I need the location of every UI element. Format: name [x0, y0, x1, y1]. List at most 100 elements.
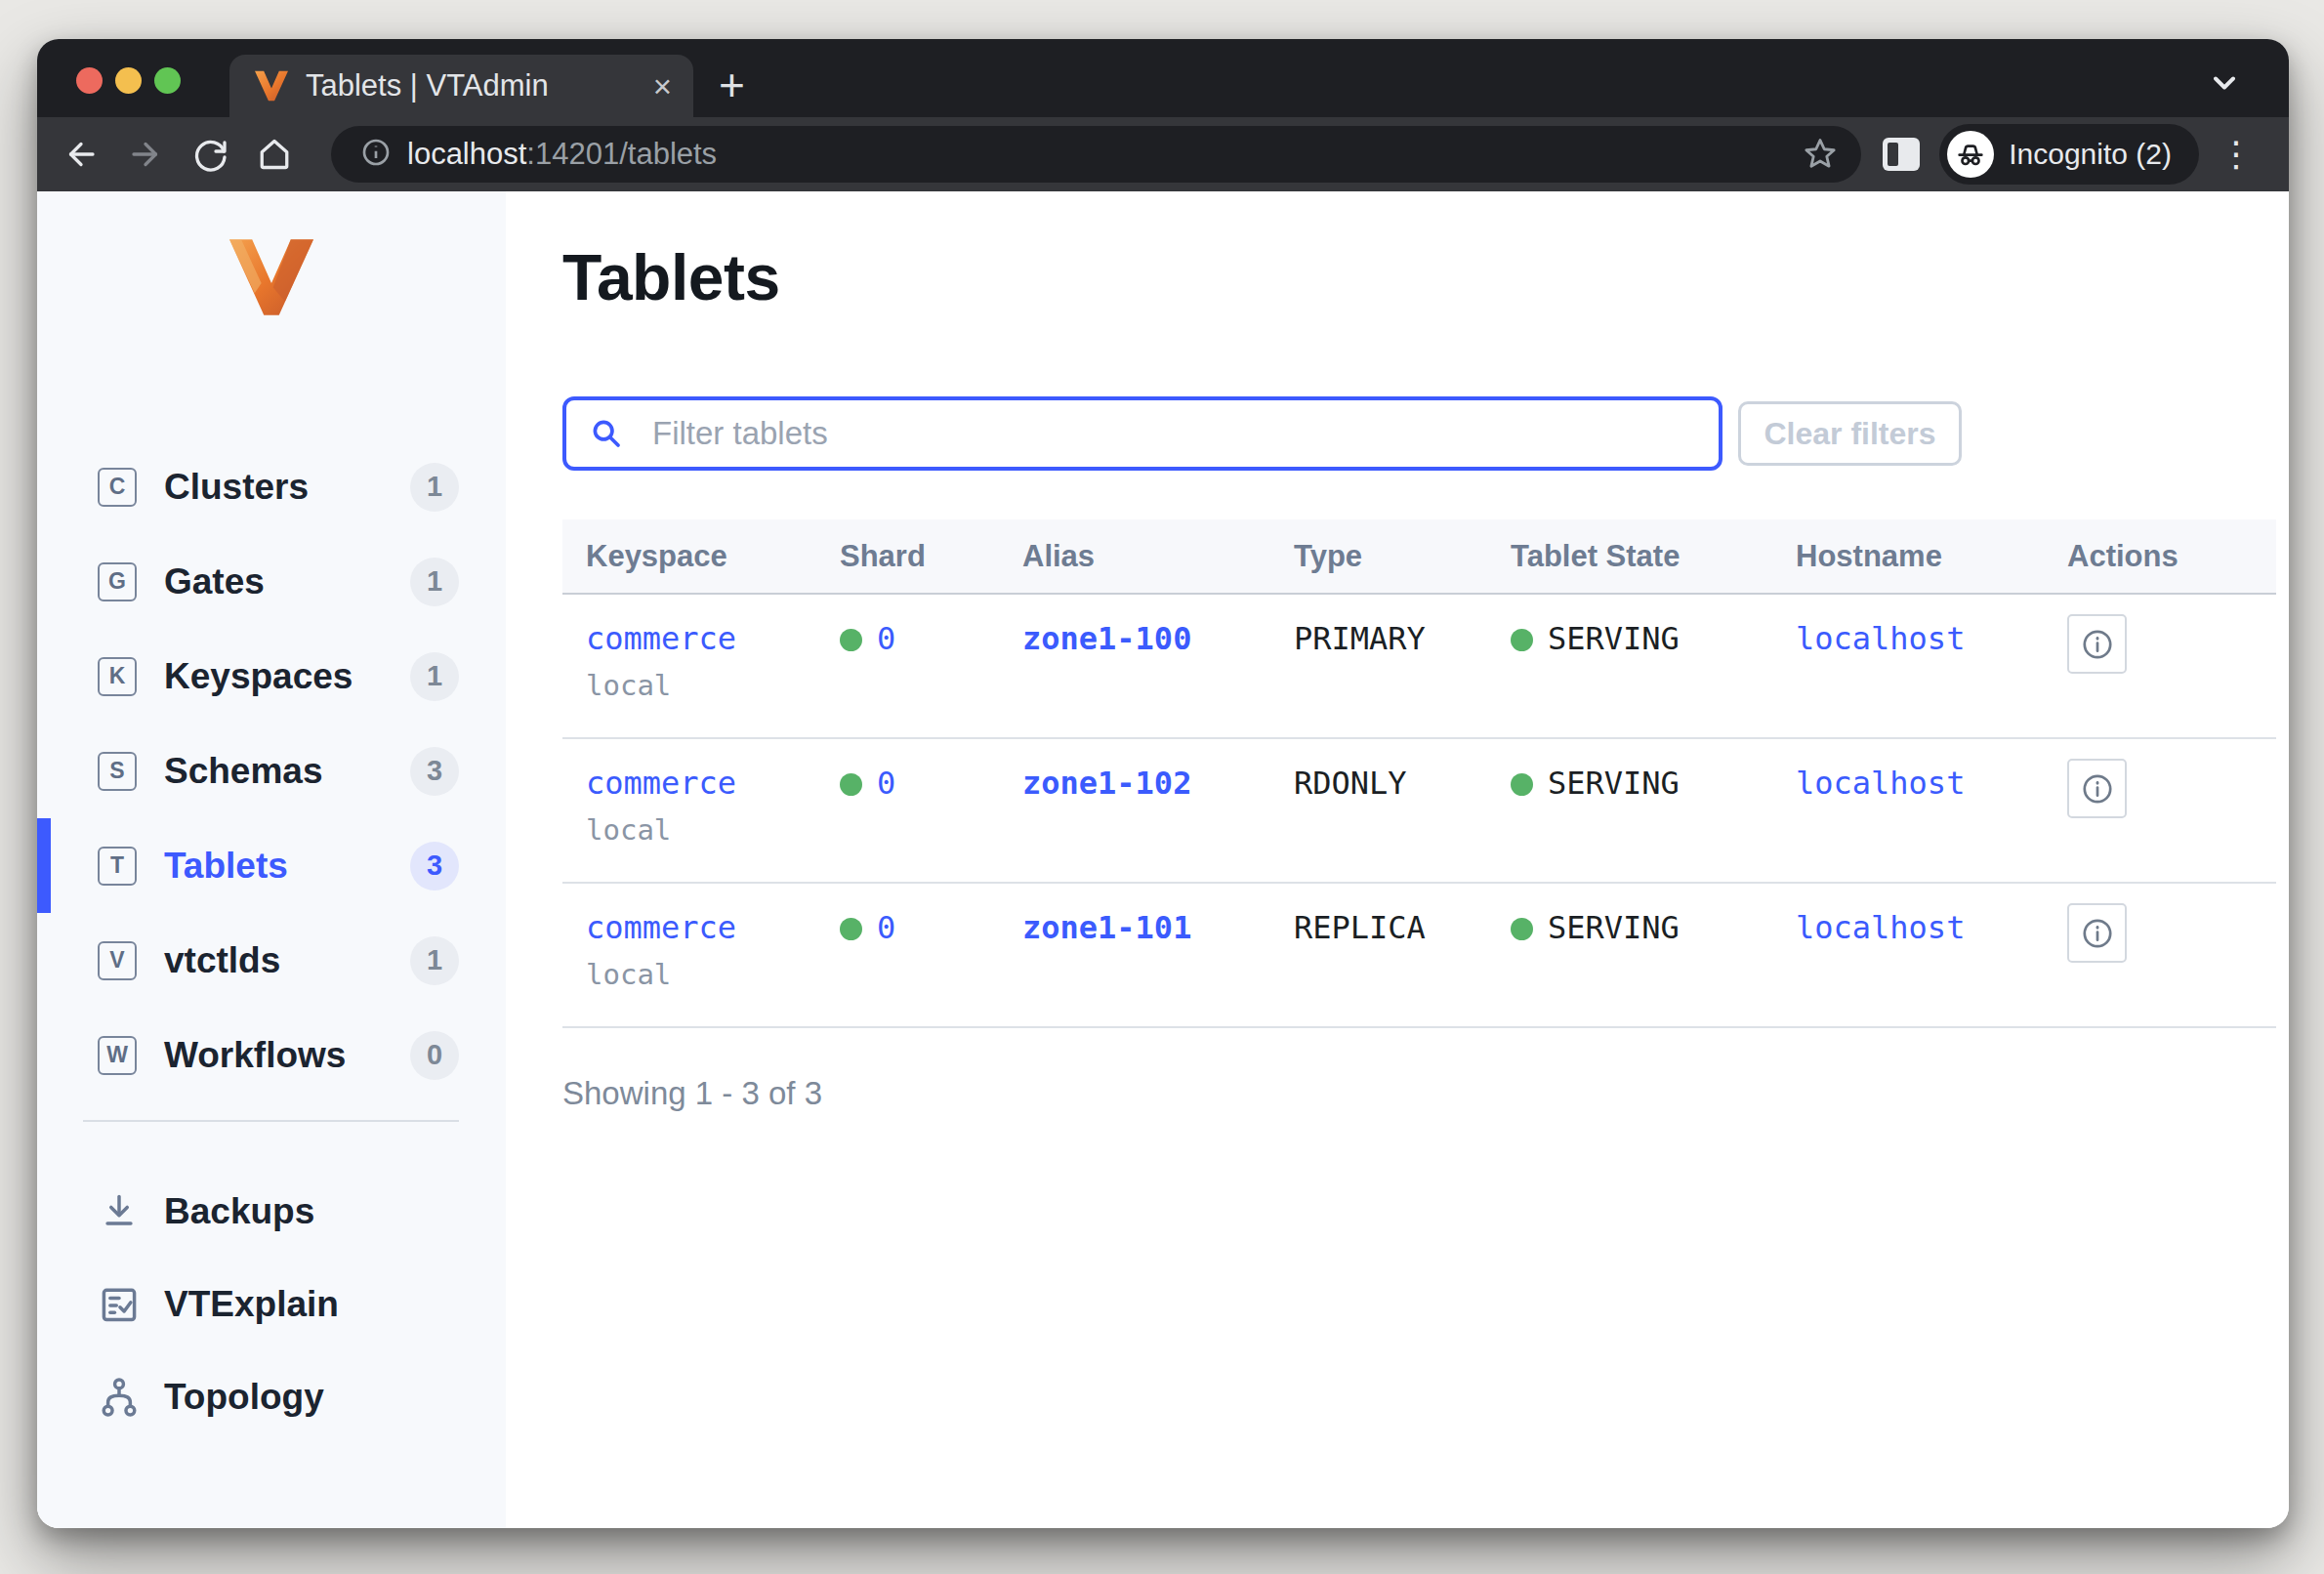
tablet-type: RDONLY	[1294, 765, 1511, 802]
tablet-info-button[interactable]	[2067, 759, 2127, 818]
gates-icon: G	[98, 562, 137, 601]
info-icon	[2080, 627, 2115, 662]
tab-search-chevron-icon[interactable]	[2207, 65, 2242, 104]
shard-link[interactable]: 0	[877, 909, 895, 946]
browser-toolbar: localhost:14201/tablets Incognito (2) ⋮	[37, 117, 2289, 191]
vitess-logo[interactable]	[229, 238, 313, 316]
forward-icon[interactable]	[122, 131, 169, 178]
column-type: Type	[1294, 539, 1511, 574]
tablet-info-button[interactable]	[2067, 903, 2127, 963]
state-health-dot	[1511, 629, 1533, 651]
count-badge: 1	[410, 463, 459, 512]
column-alias: Alias	[1022, 539, 1294, 574]
browser-tab[interactable]: Tablets | VTAdmin ×	[229, 55, 693, 117]
sidebar-divider	[83, 1120, 459, 1122]
tablet-alias-link[interactable]: zone1-101	[1022, 909, 1191, 946]
sidebar-item-tablets[interactable]: T Tablets 3	[37, 818, 506, 913]
back-icon[interactable]	[58, 131, 104, 178]
count-badge: 1	[410, 558, 459, 606]
sidebar-item-backups[interactable]: Backups	[37, 1165, 506, 1258]
sidebar: C Clusters 1 G Gates 1 K Keyspaces 1 S S…	[37, 191, 506, 1528]
clear-filters-button[interactable]: Clear filters	[1738, 401, 1962, 466]
incognito-label: Incognito (2)	[2009, 138, 2172, 171]
column-actions: Actions	[2067, 539, 2276, 574]
info-icon	[2080, 916, 2115, 951]
tablet-type: REPLICA	[1294, 909, 1511, 946]
address-bar[interactable]: localhost:14201/tablets	[331, 126, 1861, 183]
tablet-state: SERVING	[1548, 909, 1680, 946]
tablets-table: Keyspace Shard Alias Type Tablet State H…	[562, 519, 2276, 1028]
count-badge: 1	[410, 652, 459, 701]
url-host: localhost	[407, 137, 526, 171]
page-content: C Clusters 1 G Gates 1 K Keyspaces 1 S S…	[37, 191, 2289, 1528]
filter-row: Clear filters	[562, 396, 2289, 471]
filter-tablets-input[interactable]	[562, 396, 1722, 471]
hostname-link[interactable]: localhost	[1796, 909, 1965, 946]
table-row: commerce local 0 zone1-101 REPLICA SERVI…	[562, 884, 2276, 1028]
count-badge: 3	[410, 842, 459, 891]
sidebar-item-gates[interactable]: G Gates 1	[37, 534, 506, 629]
sidebar-item-workflows[interactable]: W Workflows 0	[37, 1008, 506, 1102]
count-badge: 0	[410, 1031, 459, 1080]
sidebar-item-clusters[interactable]: C Clusters 1	[37, 439, 506, 534]
traffic-lights	[76, 67, 181, 94]
new-tab-button[interactable]: +	[719, 62, 745, 107]
side-panel-icon[interactable]	[1878, 131, 1925, 178]
topology-icon	[98, 1376, 141, 1419]
incognito-icon	[1947, 131, 1994, 178]
tablet-type: PRIMARY	[1294, 620, 1511, 657]
keyspace-link[interactable]: commerce	[586, 909, 736, 946]
home-icon[interactable]	[251, 131, 298, 178]
hostname-link[interactable]: localhost	[1796, 620, 1965, 657]
shard-health-dot	[840, 629, 862, 651]
sidebar-item-vtexplain[interactable]: VTExplain	[37, 1258, 506, 1350]
tab-title: Tablets | VTAdmin	[306, 68, 636, 104]
tablet-alias-link[interactable]: zone1-100	[1022, 620, 1191, 657]
macos-minimize-button[interactable]	[115, 67, 142, 94]
table-header: Keyspace Shard Alias Type Tablet State H…	[562, 519, 2276, 595]
clusters-icon: C	[98, 468, 137, 507]
url-text[interactable]: localhost:14201/tablets	[407, 137, 1788, 172]
hostname-link[interactable]: localhost	[1796, 765, 1965, 802]
macos-close-button[interactable]	[76, 67, 103, 94]
keyspace-link[interactable]: commerce	[586, 620, 736, 657]
download-icon	[98, 1190, 141, 1233]
browser-window: Tablets | VTAdmin × + localhost:14201/ta…	[37, 39, 2289, 1528]
state-health-dot	[1511, 918, 1533, 940]
url-path: :14201/tablets	[526, 137, 717, 171]
tablets-icon: T	[98, 847, 137, 886]
bookmark-star-icon[interactable]	[1804, 137, 1837, 173]
page-title: Tablets	[562, 240, 2289, 314]
incognito-badge[interactable]: Incognito (2)	[1939, 124, 2199, 185]
tablet-state: SERVING	[1548, 765, 1680, 802]
site-info-icon[interactable]	[360, 137, 392, 172]
browser-menu-icon[interactable]: ⋮	[2219, 145, 2254, 164]
cluster-name: local	[586, 813, 840, 847]
schemas-icon: S	[98, 752, 137, 791]
cluster-name: local	[586, 669, 840, 702]
sidebar-item-schemas[interactable]: S Schemas 3	[37, 724, 506, 818]
tablet-alias-link[interactable]: zone1-102	[1022, 765, 1191, 802]
sidebar-item-keyspaces[interactable]: K Keyspaces 1	[37, 629, 506, 724]
sidebar-nav: C Clusters 1 G Gates 1 K Keyspaces 1 S S…	[37, 439, 506, 1102]
macos-maximize-button[interactable]	[154, 67, 181, 94]
workflows-icon: W	[98, 1036, 137, 1075]
keyspace-link[interactable]: commerce	[586, 765, 736, 802]
table-row: commerce local 0 zone1-102 RDONLY SERVIN…	[562, 739, 2276, 884]
sidebar-secondary-nav: Backups VTExplain Topology	[37, 1165, 506, 1443]
tab-close-icon[interactable]: ×	[653, 70, 672, 103]
info-icon	[2080, 771, 2115, 807]
main-panel: Tablets Clear filters Keyspace Shard Ali…	[506, 191, 2289, 1528]
count-badge: 1	[410, 936, 459, 985]
shard-link[interactable]: 0	[877, 620, 895, 657]
cluster-name: local	[586, 958, 840, 991]
document-check-icon	[98, 1283, 141, 1326]
shard-health-dot	[840, 773, 862, 796]
reload-icon[interactable]	[187, 131, 233, 178]
sidebar-item-vtctlds[interactable]: V vtctlds 1	[37, 913, 506, 1008]
vtctlds-icon: V	[98, 941, 137, 980]
sidebar-item-topology[interactable]: Topology	[37, 1350, 506, 1443]
tablet-info-button[interactable]	[2067, 614, 2127, 674]
shard-link[interactable]: 0	[877, 765, 895, 802]
vitess-favicon	[255, 70, 288, 102]
